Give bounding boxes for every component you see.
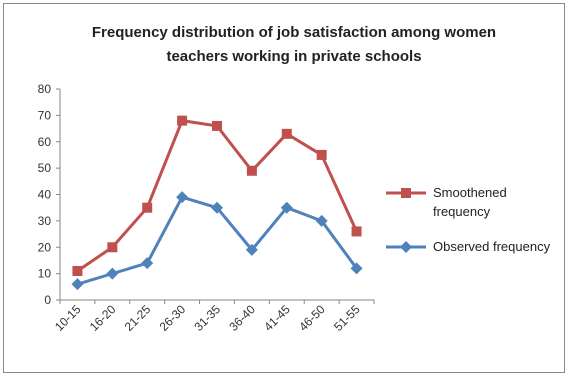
y-tick-label: 10 [38,267,52,281]
data-point [280,201,293,214]
data-point [71,278,84,291]
x-tick-label: 16-20 [87,302,119,334]
chart-title-line-2: teachers working in private schools [166,48,421,65]
data-point [72,265,83,276]
y-tick-label: 50 [38,161,52,175]
data-point [350,262,363,275]
y-tick-label: 60 [38,135,52,149]
x-tick-label: 10-15 [52,302,84,334]
x-tick-label: 51-55 [331,302,363,334]
data-point [107,242,118,253]
data-point [141,257,154,270]
y-tick-label: 70 [38,108,52,122]
legend-label: frequency [433,204,491,219]
chart-area: Frequency distribution of job satisfacti… [3,3,565,373]
data-point [142,202,153,213]
chart-title-line-1: Frequency distribution of job satisfacti… [92,24,496,41]
x-tick-label: 26-30 [157,302,189,334]
legend-marker [401,188,411,198]
data-point [281,128,292,139]
axes: 0 10 20 30 40 50 60 70 80 10-15 16-20 21-25 26-30 31-… [38,82,375,334]
x-tick-label: 31-35 [192,302,224,334]
data-point [351,226,362,237]
legend-marker [400,241,412,253]
line-chart: Frequency distribution of job satisfacti… [38,24,551,334]
data-point [177,115,188,126]
x-tick-label: 41-45 [261,302,293,334]
data-point [211,201,223,214]
x-tick-label: 46-50 [296,302,328,334]
series-line [76,119,358,273]
y-tick-label: 80 [38,82,52,96]
legend-label: Smoothened [433,185,507,200]
data-point [315,214,328,227]
legend-label: Observed frequency [433,239,551,254]
y-tick-label: 0 [44,293,51,307]
data-point [212,120,222,131]
data-point [246,165,257,176]
series-layer [71,115,363,291]
legend: Smoothened frequency Observed frequency [386,185,551,254]
y-tick-label: 20 [38,240,52,254]
data-point [176,191,189,204]
x-tick-label: 21-25 [122,302,154,334]
y-tick-label: 30 [38,214,52,228]
y-tick-label: 40 [38,188,52,202]
data-point [245,243,258,256]
data-point [316,149,327,160]
data-point [106,267,119,280]
x-tick-label: 36-40 [226,302,258,334]
